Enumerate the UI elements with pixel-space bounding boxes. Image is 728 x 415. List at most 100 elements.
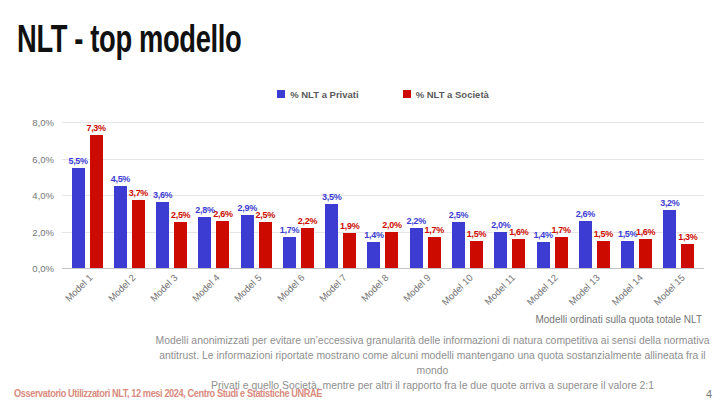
bar-column: 3,6% [156, 122, 169, 268]
value-label: 3,2% [660, 198, 679, 208]
bar-group: 2,0%1,6% [489, 122, 531, 268]
bar [156, 202, 169, 268]
bar-column: 3,2% [663, 122, 676, 268]
value-label: 1,6% [636, 227, 655, 237]
value-label: 2,6% [213, 209, 232, 219]
bar-column: 2,5% [452, 122, 465, 268]
value-label: 2,0% [491, 220, 510, 230]
bar-group: 1,4% 2,0% [362, 122, 404, 268]
value-label: 2,5% [449, 210, 468, 220]
y-tick-label: 6,0% [32, 154, 54, 165]
page-title-text: NLT - top modello [17, 18, 241, 61]
chart-note: Modelli ordinati sulla quota totale NLT [28, 314, 704, 325]
bar [385, 232, 398, 269]
x-cell: Model 2 [108, 268, 150, 314]
value-label: 1,5% [618, 229, 637, 239]
bar [325, 204, 338, 268]
y-tick-label: 8,0% [32, 117, 54, 128]
bar-column: 7,3% [90, 122, 103, 268]
source-line: Osservatorio Utilizzatori NLT, 12 mesi 2… [14, 387, 399, 399]
bar-column: 2,2% [301, 122, 314, 268]
bar [428, 237, 441, 268]
x-tick-label: Model 1 [63, 272, 95, 304]
legend-item-privati: % NLT a Privati [277, 89, 358, 100]
bar-column: 2,9% [241, 122, 254, 268]
bar-group: 2,6%1,5% [573, 122, 615, 268]
bar-column: 1,6% [639, 122, 652, 268]
bar-column: 3,5% [325, 122, 338, 268]
bar-column: 1,4% [537, 122, 550, 268]
x-tick-label: Model 9 [401, 272, 433, 304]
bar [90, 135, 103, 268]
legend-swatch-societa-icon [403, 90, 411, 98]
value-label: 1,7% [280, 225, 299, 235]
x-cell: Model 12 [531, 268, 573, 314]
value-label: 2,9% [238, 203, 257, 213]
bar [579, 221, 592, 268]
value-label: 2,6% [576, 209, 595, 219]
value-label: 2,5% [171, 210, 190, 220]
bar [343, 233, 356, 268]
x-tick-label: Model 3 [148, 272, 180, 304]
bar-group: 3,6% 2,5% [151, 122, 193, 268]
bar-group: 5,5%7,3% [66, 122, 108, 268]
bar-column: 5,5% [72, 122, 85, 268]
value-label: 2,8% [195, 205, 214, 215]
y-tick-label: 0,0% [32, 263, 54, 274]
legend-label-privati: % NLT a Privati [290, 89, 358, 100]
footnote: Modelli anonimizzati per evitare un’ecce… [150, 333, 715, 393]
value-label: 1,7% [425, 225, 444, 235]
bar [512, 239, 525, 268]
bar-column: 1,5% [597, 122, 610, 268]
bar-column: 2,0% [494, 122, 507, 268]
bar-column: 2,6% [579, 122, 592, 268]
bar-column: 2,0% [385, 122, 398, 268]
bar-column: 1,7% [428, 122, 441, 268]
bar-column: 3,7% [132, 122, 145, 268]
x-cell: Model 10 [446, 268, 488, 314]
bar-column: 2,5% [259, 122, 272, 268]
legend-swatch-privati-icon [277, 90, 285, 98]
bar [597, 241, 610, 268]
x-cell: Model 15 [658, 268, 700, 314]
x-cell: Model 8 [362, 268, 404, 314]
bar-column: 2,8% [198, 122, 211, 268]
y-axis: 0,0%2,0%4,0%6,0%8,0% [28, 122, 62, 268]
x-tick-label: Model 11 [483, 272, 518, 307]
bar-column: 2,6% [216, 122, 229, 268]
bar-column: 1,7% [283, 122, 296, 268]
bar-group: 2,9%2,5% [235, 122, 277, 268]
legend-label-societa: % NLT a Società [416, 89, 489, 100]
bar-column: 2,2% [410, 122, 423, 268]
x-cell: Model 5 [235, 268, 277, 314]
x-tick-label: Model 5 [232, 272, 264, 304]
x-cell: Model 11 [489, 268, 531, 314]
value-label: 1,7% [551, 225, 570, 235]
bar [367, 242, 380, 268]
x-tick-label: Model 2 [105, 272, 137, 304]
chart-legend: % NLT a Privati % NLT a Società [62, 88, 704, 100]
bar [283, 237, 296, 268]
bar-group: 3,5%1,9% [320, 122, 362, 268]
x-tick-label: Model 8 [359, 272, 391, 304]
slide: NLT - top modello % NLT a Privati % NLT … [0, 0, 728, 415]
bar [452, 222, 465, 268]
bar-column: 1,5% [470, 122, 483, 268]
bar [410, 228, 423, 268]
bar-column: 1,4% [367, 122, 380, 268]
bar-group: 4,5%3,7% [108, 122, 150, 268]
x-tick-label: Model 6 [275, 272, 307, 304]
bar [639, 239, 652, 268]
value-label: 3,6% [153, 190, 172, 200]
x-cell: Model 9 [404, 268, 446, 314]
value-label: 1,3% [678, 232, 697, 242]
bar [241, 215, 254, 268]
bar [494, 232, 507, 269]
value-label: 1,6% [509, 227, 528, 237]
legend-item-societa: % NLT a Società [403, 89, 489, 100]
bar-group: 3,2% 1,3% [658, 122, 700, 268]
bar-column: 1,6% [512, 122, 525, 268]
value-label: 7,3% [86, 123, 105, 133]
bar [537, 242, 550, 268]
bar-group: 1,4%1,7% [531, 122, 573, 268]
